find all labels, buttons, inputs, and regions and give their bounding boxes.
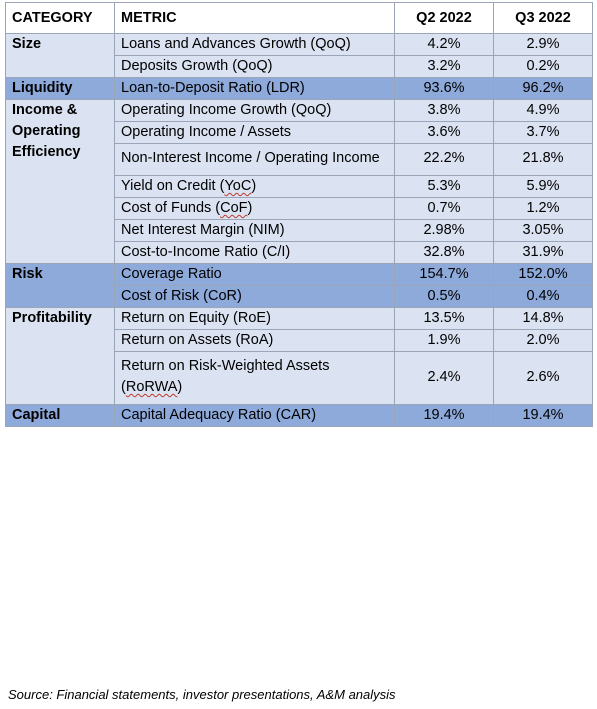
metric-label: Return on Assets (RoA) — [114, 329, 395, 352]
q3-value: 21.8% — [493, 143, 593, 176]
q2-value: 1.9% — [394, 329, 494, 352]
table-row: Return on Assets (RoA) 1.9% 2.0% — [6, 329, 593, 352]
q2-value: 93.6% — [394, 77, 494, 100]
header-q2-2022: Q2 2022 — [394, 2, 494, 34]
q3-value: 5.9% — [493, 175, 593, 198]
metrics-table: CATEGORY METRIC Q2 2022 Q3 2022 Size Loa… — [5, 2, 593, 427]
metric-prefix: Return on Risk-Weighted Assets ( — [121, 358, 330, 395]
metric-label: Yield on Credit (YoC) — [114, 175, 395, 198]
metric-label: Loans and Advances Growth (QoQ) — [114, 33, 395, 56]
q2-value: 4.2% — [394, 33, 494, 56]
q3-value: 96.2% — [493, 77, 593, 100]
metric-label: Cost-to-Income Ratio (C/I) — [114, 241, 395, 264]
header-category: CATEGORY — [5, 2, 115, 34]
table-row: Operating Income / Assets 3.6% 3.7% — [6, 121, 593, 144]
table-row: Cost of Risk (CoR) 0.5% 0.4% — [6, 285, 593, 308]
metric-label: Cost of Risk (CoR) — [114, 285, 395, 308]
category-liquidity: Liquidity — [5, 77, 115, 100]
q2-value: 3.2% — [394, 55, 494, 78]
q2-value: 154.7% — [394, 263, 494, 286]
table-row: Cost-to-Income Ratio (C/I) 32.8% 31.9% — [6, 241, 593, 264]
metric-label: Capital Adequacy Ratio (CAR) — [114, 404, 395, 427]
metric-label: Coverage Ratio — [114, 263, 395, 286]
table-row: Size Loans and Advances Growth (QoQ) 4.2… — [5, 33, 593, 78]
q3-value: 3.05% — [493, 219, 593, 242]
metric-abbreviation: RoRWA — [125, 379, 178, 395]
q3-value: 0.2% — [493, 55, 593, 78]
q2-value: 3.6% — [394, 121, 494, 144]
table-row: Liquidity Loan-to-Deposit Ratio (LDR) 93… — [5, 77, 593, 100]
table-row: Return on Risk-Weighted Assets (RoRWA) 2… — [6, 351, 593, 405]
q3-value: 14.8% — [493, 307, 593, 330]
q3-value: 3.7% — [493, 121, 593, 144]
category-risk: Risk — [5, 263, 115, 308]
metric-label: Return on Equity (RoE) — [114, 307, 395, 330]
table-header-row: CATEGORY METRIC Q2 2022 Q3 2022 — [5, 2, 593, 34]
source-note: Source: Financial statements, investor p… — [8, 687, 396, 702]
metric-label: Return on Risk-Weighted Assets (RoRWA) — [114, 351, 395, 405]
header-metric: METRIC — [114, 2, 395, 34]
metric-label: Non-Interest Income / Operating Income — [114, 143, 395, 176]
q3-value: 152.0% — [493, 263, 593, 286]
q2-value: 3.8% — [394, 99, 494, 122]
category-size: Size — [5, 33, 115, 78]
q3-value: 2.6% — [493, 351, 593, 405]
category-income-operating-efficiency: Income & Operating Efficiency — [5, 99, 115, 264]
q3-value: 19.4% — [493, 404, 593, 427]
q2-value: 0.7% — [394, 197, 494, 220]
metric-prefix: Cost of Funds ( — [121, 200, 221, 216]
metric-label: Operating Income Growth (QoQ) — [114, 99, 395, 122]
q2-value: 19.4% — [394, 404, 494, 427]
q2-value: 22.2% — [394, 143, 494, 176]
table-row: Non-Interest Income / Operating Income 2… — [6, 143, 593, 176]
table-row: Profitability Return on Equity (RoE) 13.… — [5, 307, 593, 405]
category-profitability: Profitability — [5, 307, 115, 405]
q3-value: 1.2% — [493, 197, 593, 220]
metric-label: Net Interest Margin (NIM) — [114, 219, 395, 242]
metric-prefix: Yield on Credit ( — [121, 178, 225, 194]
metric-suffix: ) — [177, 379, 183, 395]
q2-value: 2.98% — [394, 219, 494, 242]
header-q3-2022: Q3 2022 — [493, 2, 593, 34]
metric-label: Deposits Growth (QoQ) — [114, 55, 395, 78]
metric-label: Operating Income / Assets — [114, 121, 395, 144]
q2-value: 13.5% — [394, 307, 494, 330]
q3-value: 4.9% — [493, 99, 593, 122]
table-row: Yield on Credit (YoC) 5.3% 5.9% — [6, 175, 593, 198]
table-row: Capital Capital Adequacy Ratio (CAR) 19.… — [5, 404, 593, 427]
q2-value: 5.3% — [394, 175, 494, 198]
table-row: Risk Coverage Ratio 154.7% 152.0% — [5, 263, 593, 308]
q2-value: 0.5% — [394, 285, 494, 308]
q3-value: 31.9% — [493, 241, 593, 264]
q2-value: 32.8% — [394, 241, 494, 264]
metric-suffix: ) — [251, 178, 257, 194]
metric-label: Cost of Funds (CoF) — [114, 197, 395, 220]
q2-value: 2.4% — [394, 351, 494, 405]
q3-value: 0.4% — [493, 285, 593, 308]
q3-value: 2.9% — [493, 33, 593, 56]
metric-abbreviation: CoF — [220, 200, 248, 216]
metric-abbreviation: YoC — [224, 178, 252, 194]
category-capital: Capital — [5, 404, 115, 427]
metric-suffix: ) — [247, 200, 253, 216]
q3-value: 2.0% — [493, 329, 593, 352]
table-row: Deposits Growth (QoQ) 3.2% 0.2% — [6, 55, 593, 78]
table-row: Income & Operating Efficiency Operating … — [5, 99, 593, 264]
metric-label: Loan-to-Deposit Ratio (LDR) — [114, 77, 395, 100]
